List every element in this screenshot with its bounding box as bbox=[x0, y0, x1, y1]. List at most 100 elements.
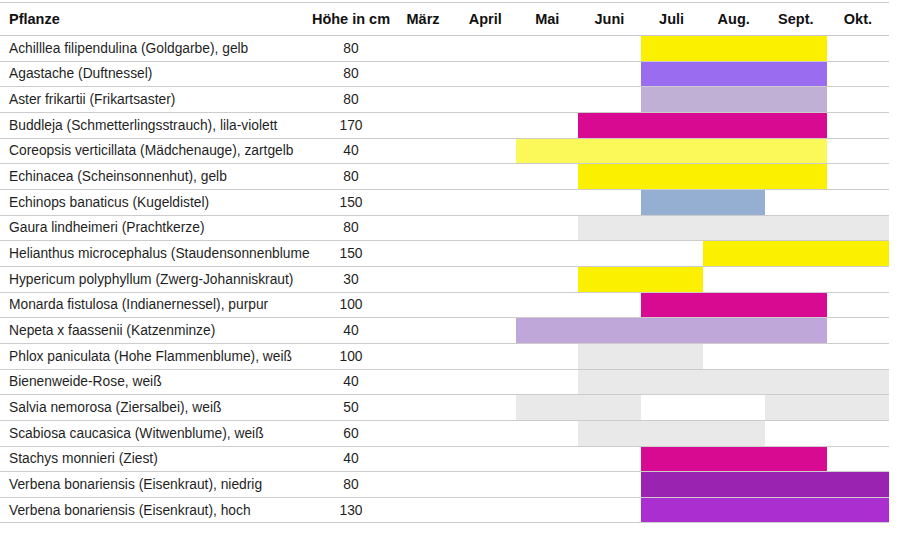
height-value: 80 bbox=[310, 92, 392, 107]
bloom-chart-cell bbox=[392, 113, 889, 138]
plant-name: Echinops banaticus (Kugeldistel) bbox=[0, 195, 310, 210]
bloom-chart-cell bbox=[392, 395, 889, 420]
plant-name: Agastache (Duftnessel) bbox=[0, 66, 310, 81]
table-row: Nepeta x faassenii (Katzenminze)40 bbox=[0, 318, 889, 344]
bloom-chart-cell bbox=[392, 164, 889, 189]
bloom-bar bbox=[516, 139, 827, 164]
bloom-bar bbox=[578, 164, 827, 189]
plant-name: Monarda fistulosa (Indianernessel), purp… bbox=[0, 297, 310, 312]
plant-name: Aster frikartii (Frikartsaster) bbox=[0, 92, 310, 107]
height-value: 130 bbox=[310, 503, 392, 518]
bloom-chart-cell bbox=[392, 472, 889, 497]
month-header-3: Juni bbox=[578, 11, 640, 27]
bloom-chart-cell bbox=[392, 293, 889, 318]
bloom-chart-cell bbox=[392, 87, 889, 112]
plant-name: Scabiosa caucasica (Witwenblume), weiß bbox=[0, 426, 310, 441]
height-value: 150 bbox=[310, 246, 392, 261]
table-row: Verbena bonariensis (Eisenkraut), hoch13… bbox=[0, 498, 889, 524]
height-value: 80 bbox=[310, 477, 392, 492]
height-value: 40 bbox=[310, 143, 392, 158]
bloom-bar bbox=[578, 370, 889, 395]
table-row: Bienenweide-Rose, weiß40 bbox=[0, 370, 889, 396]
height-column-header: Höhe in cm bbox=[310, 11, 392, 27]
month-header-4: Juli bbox=[641, 11, 703, 27]
bloom-chart-cell bbox=[392, 139, 889, 164]
bloom-chart-cell bbox=[392, 318, 889, 343]
bloom-chart-cell bbox=[392, 216, 889, 241]
plant-name: Nepeta x faassenii (Katzenminze) bbox=[0, 323, 310, 338]
bloom-chart-cell bbox=[392, 370, 889, 395]
bloom-bar bbox=[641, 293, 827, 318]
height-value: 170 bbox=[310, 118, 392, 133]
height-value: 60 bbox=[310, 426, 392, 441]
plant-name: Helianthus microcephalus (Staudensonnenb… bbox=[0, 246, 310, 261]
plant-name: Gaura lindheimeri (Prachtkerze) bbox=[0, 220, 310, 235]
plant-name: Stachys monnieri (Ziest) bbox=[0, 451, 310, 466]
table-row: Echinacea (Scheinsonnenhut), gelb80 bbox=[0, 164, 889, 190]
table-row: Agastache (Duftnessel)80 bbox=[0, 62, 889, 88]
height-value: 150 bbox=[310, 195, 392, 210]
height-value: 80 bbox=[310, 220, 392, 235]
bloom-bar bbox=[641, 190, 765, 215]
table-row: Helianthus microcephalus (Staudensonnenb… bbox=[0, 241, 889, 267]
bloom-bar bbox=[578, 344, 702, 369]
table-row: Coreopsis verticillata (Mädchenauge), za… bbox=[0, 139, 889, 165]
height-value: 80 bbox=[310, 169, 392, 184]
table-row: Monarda fistulosa (Indianernessel), purp… bbox=[0, 293, 889, 319]
bloom-chart-cell bbox=[392, 190, 889, 215]
bloom-bar bbox=[765, 395, 889, 420]
month-header-1: April bbox=[454, 11, 516, 27]
plant-name: Coreopsis verticillata (Mädchenauge), za… bbox=[0, 143, 310, 158]
bloom-bar bbox=[641, 498, 890, 523]
month-header-5: Aug. bbox=[703, 11, 765, 27]
table-row: Echinops banaticus (Kugeldistel)150 bbox=[0, 190, 889, 216]
height-value: 80 bbox=[310, 66, 392, 81]
table-row: Gaura lindheimeri (Prachtkerze)80 bbox=[0, 216, 889, 242]
plant-name: Verbena bonariensis (Eisenkraut), hoch bbox=[0, 503, 310, 518]
month-headers: MärzAprilMaiJuniJuliAug.Sept.Okt. bbox=[392, 3, 889, 35]
table-row: Verbena bonariensis (Eisenkraut), niedri… bbox=[0, 472, 889, 498]
bloom-bar bbox=[641, 447, 827, 472]
table-row: Salvia nemorosa (Ziersalbei), weiß50 bbox=[0, 395, 889, 421]
bloom-bar bbox=[516, 318, 827, 343]
bloom-chart-cell bbox=[392, 62, 889, 87]
flowering-calendar-table: Pflanze Höhe in cm MärzAprilMaiJuniJuliA… bbox=[0, 2, 889, 523]
plant-name: Bienenweide-Rose, weiß bbox=[0, 374, 310, 389]
bloom-bar bbox=[641, 62, 827, 87]
height-value: 40 bbox=[310, 374, 392, 389]
month-header-6: Sept. bbox=[765, 11, 827, 27]
table-row: Buddleja (Schmetterlingsstrauch), lila-v… bbox=[0, 113, 889, 139]
month-header-7: Okt. bbox=[827, 11, 889, 27]
table-row: Aster frikartii (Frikartsaster)80 bbox=[0, 87, 889, 113]
bloom-chart-cell bbox=[392, 498, 889, 523]
height-value: 30 bbox=[310, 272, 392, 287]
table-row: Achilllea filipendulina (Goldgarbe), gel… bbox=[0, 36, 889, 62]
plant-name: Salvia nemorosa (Ziersalbei), weiß bbox=[0, 400, 310, 415]
bloom-bar bbox=[516, 395, 640, 420]
table-row: Stachys monnieri (Ziest)40 bbox=[0, 447, 889, 473]
bloom-chart-cell bbox=[392, 241, 889, 266]
flowering-calendar-page: Pflanze Höhe in cm MärzAprilMaiJuniJuliA… bbox=[0, 0, 916, 536]
bloom-bar bbox=[578, 216, 889, 241]
height-value: 100 bbox=[310, 297, 392, 312]
plant-name: Achilllea filipendulina (Goldgarbe), gel… bbox=[0, 41, 310, 56]
table-row: Hypericum polyphyllum (Zwerg-Johanniskra… bbox=[0, 267, 889, 293]
plant-name: Verbena bonariensis (Eisenkraut), niedri… bbox=[0, 477, 310, 492]
table-body: Achilllea filipendulina (Goldgarbe), gel… bbox=[0, 36, 889, 523]
bloom-chart-cell bbox=[392, 267, 889, 292]
month-header-0: März bbox=[392, 11, 454, 27]
plant-name: Phlox paniculata (Hohe Flammenblume), we… bbox=[0, 349, 310, 364]
bloom-chart-cell bbox=[392, 447, 889, 472]
bloom-chart-cell bbox=[392, 421, 889, 446]
bloom-bar bbox=[578, 421, 764, 446]
table-row: Phlox paniculata (Hohe Flammenblume), we… bbox=[0, 344, 889, 370]
bloom-bar bbox=[578, 267, 702, 292]
bloom-bar bbox=[703, 241, 889, 266]
bloom-chart-cell bbox=[392, 344, 889, 369]
height-value: 80 bbox=[310, 41, 392, 56]
bloom-chart-cell bbox=[392, 36, 889, 61]
bloom-bar bbox=[641, 472, 890, 497]
plant-name: Hypericum polyphyllum (Zwerg-Johanniskra… bbox=[0, 272, 310, 287]
bloom-bar bbox=[641, 87, 827, 112]
table-row: Scabiosa caucasica (Witwenblume), weiß60 bbox=[0, 421, 889, 447]
